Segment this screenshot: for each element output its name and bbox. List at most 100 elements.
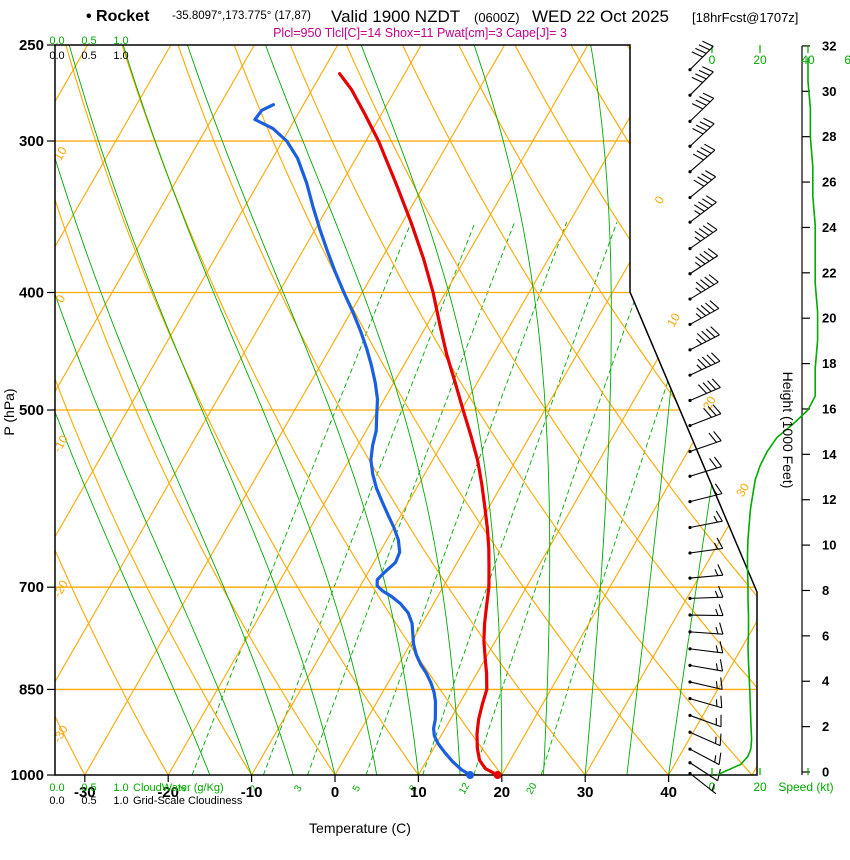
wind-barb-full bbox=[700, 279, 711, 288]
dry-adiabat-line bbox=[55, 45, 253, 775]
wind-barb-full bbox=[717, 585, 724, 598]
cloudiness-axis-label: Grid-Scale Cloudiness bbox=[133, 795, 243, 807]
dry-adiabat-line bbox=[402, 45, 757, 775]
pressure-tick-label: 1000 bbox=[11, 767, 44, 784]
wind-barb-half bbox=[694, 262, 702, 268]
wind-barb-full bbox=[695, 47, 707, 54]
cloudiness-bottom-tick: 1.0 bbox=[113, 795, 128, 807]
mixing-ratio-line bbox=[262, 222, 476, 775]
titles-layer: • Rocket -35.8097°,173.775° (17,87) Vali… bbox=[1, 7, 834, 836]
dry-adiabat-line bbox=[55, 45, 336, 775]
temperature-curve bbox=[338, 72, 500, 775]
wind-barb-half bbox=[715, 681, 718, 689]
mixing-ratio-line bbox=[422, 222, 618, 775]
cloudwater-top-tick: 0.0 bbox=[49, 35, 64, 47]
dry-adiabat-line bbox=[55, 45, 169, 775]
wind-barb-full bbox=[707, 248, 719, 257]
wind-barb-full bbox=[705, 170, 716, 178]
wind-barb-full bbox=[700, 147, 712, 154]
height-tick-label: 22 bbox=[822, 265, 836, 280]
wind-barb-base-dot bbox=[688, 576, 692, 580]
wind-barb-full bbox=[702, 40, 714, 47]
cloudiness-top-tick: 0.5 bbox=[81, 50, 96, 62]
pressure-axis-label: P (hPa) bbox=[1, 388, 17, 435]
dry-adiabat-line bbox=[289, 45, 753, 775]
dewpoint-curve bbox=[253, 103, 472, 775]
wind-barb-full bbox=[718, 752, 722, 765]
wind-barb-half bbox=[714, 569, 719, 576]
wind-barb-half bbox=[696, 364, 703, 371]
wind-barb-full bbox=[701, 356, 712, 366]
dry-adiabat-line bbox=[177, 45, 586, 775]
pressure-tick-label: 500 bbox=[19, 402, 44, 419]
wind-barb-full bbox=[691, 51, 703, 58]
mixing-ratio-label: 20 bbox=[525, 781, 540, 797]
wind-barb-staff bbox=[689, 466, 722, 477]
mixing-ratio-line bbox=[191, 222, 412, 775]
wind-barb-half bbox=[694, 210, 701, 215]
wind-barb-full bbox=[696, 150, 708, 158]
wind-barb-full bbox=[701, 330, 711, 340]
height-axis-label: Height (1000 Feet) bbox=[780, 372, 796, 489]
cloudwater-bottom-tick: 0.5 bbox=[81, 782, 96, 794]
wind-barb-full bbox=[700, 304, 711, 314]
height-tick-label: 16 bbox=[822, 401, 836, 416]
wind-barb-half bbox=[715, 663, 719, 671]
cloudwater-bottom-tick: 0.0 bbox=[49, 782, 64, 794]
wind-barb-full bbox=[704, 276, 715, 286]
wind-barb-full bbox=[708, 432, 717, 443]
sounding-profiles-layer bbox=[253, 72, 500, 775]
wind-barb-full bbox=[695, 99, 707, 106]
wind-barb-staff bbox=[689, 413, 722, 427]
surface-markers-layer bbox=[466, 771, 502, 780]
cloudiness-bottom-tick: 0.0 bbox=[49, 795, 64, 807]
isotherm-line bbox=[55, 45, 255, 775]
pressure-tick-label: 300 bbox=[19, 133, 44, 150]
mixing-ratio-label: 8 bbox=[407, 783, 420, 794]
wind-barb-full bbox=[720, 677, 723, 690]
height-tick-label: 18 bbox=[822, 356, 836, 371]
wind-barb-full bbox=[699, 96, 711, 103]
forecast-tag: [18hrFcst@1707z] bbox=[692, 10, 798, 25]
wind-barb-half bbox=[715, 645, 719, 653]
height-tick-label: 28 bbox=[822, 129, 836, 144]
isotherm-label: -10 bbox=[50, 432, 71, 454]
mixing-ratio-label: 5 bbox=[351, 783, 364, 794]
temperature-tick-label: -30 bbox=[74, 784, 96, 801]
wind-barb-full bbox=[713, 431, 722, 442]
mixing-ratio-line bbox=[307, 222, 516, 775]
wind-barb-full bbox=[698, 228, 710, 236]
wind-barb-full bbox=[702, 92, 714, 99]
dry-adiabat-line bbox=[458, 45, 757, 775]
wind-barb-staff bbox=[689, 229, 718, 250]
height-tick-label: 6 bbox=[822, 628, 829, 643]
valid-date: WED 22 Oct 2025 bbox=[532, 7, 669, 26]
station-coords: -35.8097°,173.775° (17,87) bbox=[172, 10, 311, 22]
wind-barb-half bbox=[714, 590, 719, 598]
wind-barb-staff bbox=[689, 307, 720, 325]
mixing-ratio-label: 1 bbox=[177, 783, 190, 794]
wind-barb-full bbox=[695, 281, 706, 291]
wind-barb-full bbox=[698, 69, 711, 76]
moist-adiabat-line bbox=[360, 45, 503, 775]
isotherm-label: 20 bbox=[700, 393, 719, 412]
isotherm-label: 30 bbox=[733, 480, 752, 499]
wind-barb-full bbox=[694, 230, 706, 239]
height-tick-label: 12 bbox=[822, 492, 836, 507]
wind-barb-full bbox=[705, 195, 717, 203]
wind-barb-staff bbox=[689, 281, 719, 300]
height-tick-label: 32 bbox=[822, 38, 836, 53]
wind-barb-staff bbox=[689, 123, 715, 147]
wind-barb-full bbox=[696, 307, 707, 317]
wind-barb-full bbox=[711, 352, 721, 362]
isotherm-line bbox=[55, 45, 172, 775]
wind-barb-half bbox=[714, 755, 717, 763]
wind-barb-full bbox=[711, 378, 721, 388]
mixing-ratio-label: 3 bbox=[292, 783, 305, 794]
wind-barb-full bbox=[695, 73, 707, 80]
moist-adiabat-line bbox=[122, 45, 378, 775]
wind-barb-staff bbox=[689, 98, 715, 122]
speed-tick-label: 60 bbox=[844, 53, 850, 67]
height-tick-label: 8 bbox=[822, 583, 829, 598]
